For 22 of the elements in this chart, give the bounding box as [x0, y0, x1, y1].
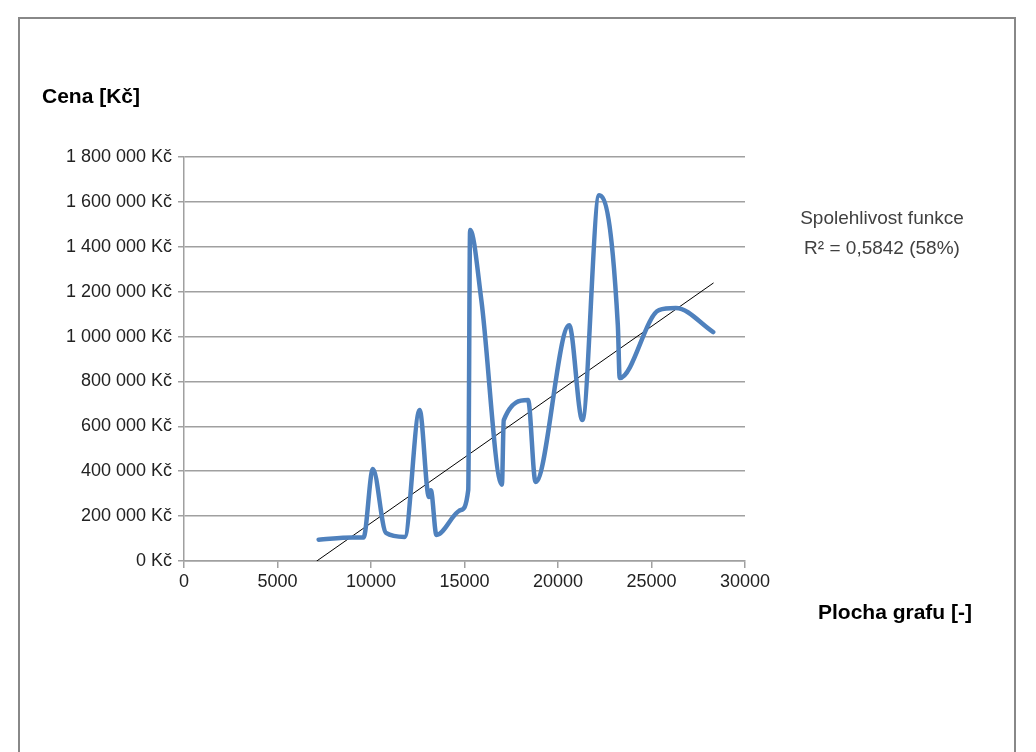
x-tick-label: 30000	[719, 570, 771, 591]
y-tick-label: 800 000 Kč	[80, 370, 172, 391]
x-axis-title: Plocha grafu [-]	[818, 599, 973, 623]
y-tick-label: 1 000 000 Kč	[65, 325, 172, 346]
x-tick-label: 5000	[257, 570, 298, 591]
text: Spolehlivost funkce	[800, 207, 964, 229]
x-tick-label: 10000	[345, 570, 397, 591]
y-tick-label: 200 000 Kč	[80, 505, 172, 526]
y-tick-label: 1 200 000 Kč	[65, 280, 172, 301]
x-tick-label: 0	[178, 570, 190, 591]
x-tick-label: 20000	[532, 570, 584, 591]
x-tick-label: 15000	[439, 570, 490, 591]
y-tick-label: 0 Kč	[135, 549, 172, 570]
y-tick-label: 1 600 000 Kč	[65, 190, 172, 211]
y-tick-label: 1 400 000 Kč	[65, 235, 172, 256]
y-tick-label: 400 000 Kč	[80, 460, 172, 481]
text: R² = 0,5842 (58%)	[804, 237, 960, 259]
y-tick-label: 1 800 000 Kč	[65, 145, 172, 166]
y-axis-title: Cena [Kč]	[42, 83, 141, 107]
x-tick-label: 25000	[626, 570, 677, 591]
line-series	[316, 192, 716, 542]
y-tick-label: 600 000 Kč	[80, 415, 172, 436]
